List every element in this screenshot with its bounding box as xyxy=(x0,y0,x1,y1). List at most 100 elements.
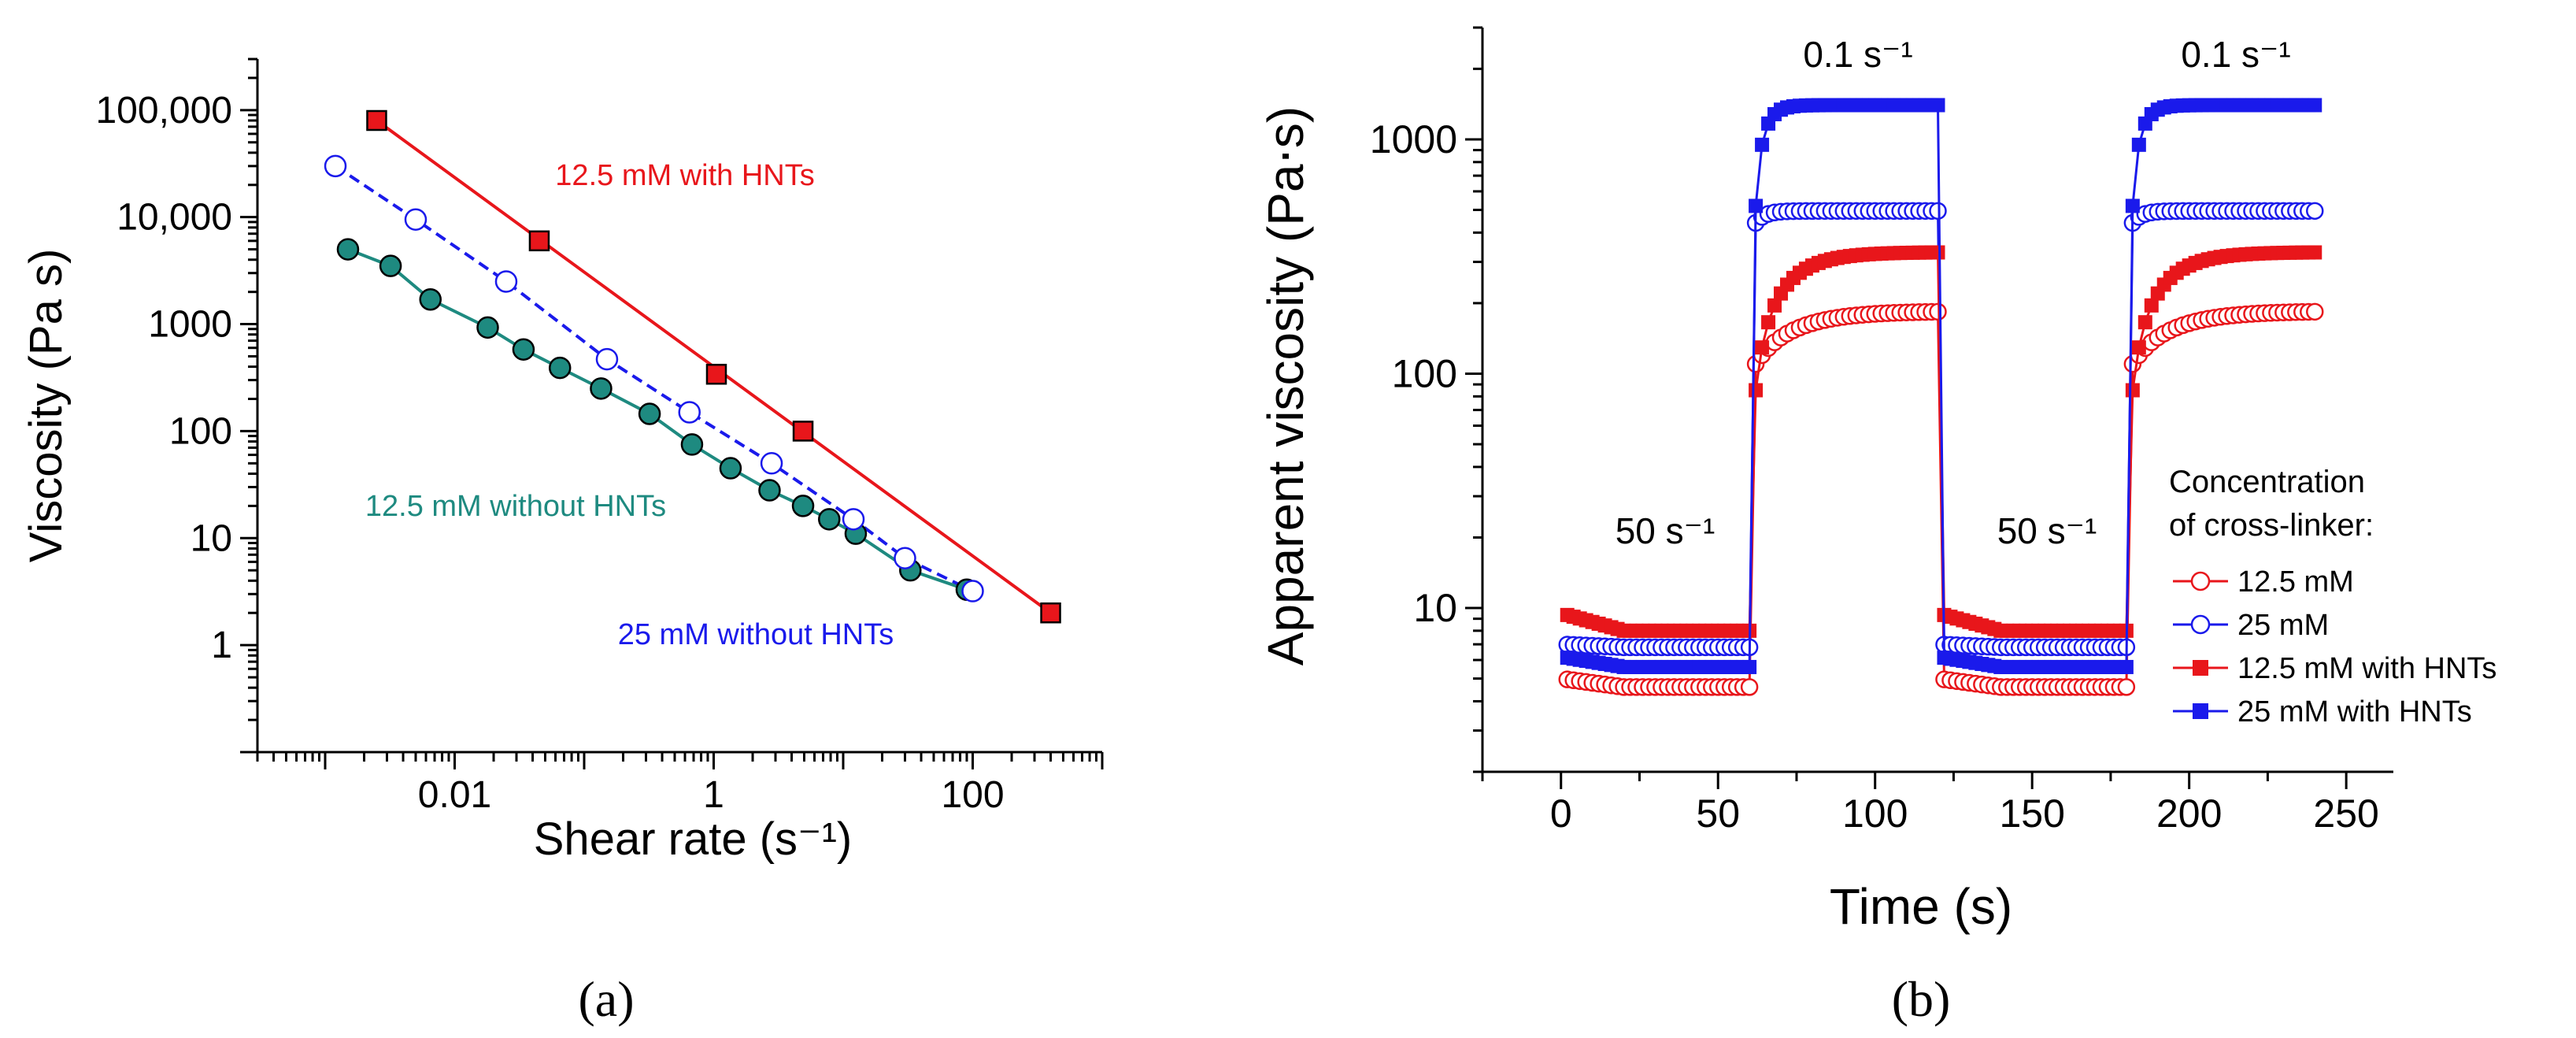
point-12-5mm-with-hnts xyxy=(792,421,814,442)
point-12-5mm-without-hnts xyxy=(336,238,360,261)
panel-a: 0.01 1 100 1 10 100 1000 10,000 100,000 Shear ra… xyxy=(20,57,1104,1027)
x-tick-label: 50 xyxy=(1696,791,1740,836)
point-25mm-without-hnts xyxy=(961,580,984,602)
caption-b: (b) xyxy=(1892,971,1951,1027)
panel-a-ticks: 0.01 1 100 1 10 100 1000 10,000 100,000 xyxy=(95,57,1104,816)
legend-label: 12.5 mM xyxy=(2237,565,2354,599)
step-label-4: 0.1 s⁻¹ xyxy=(2181,34,2290,75)
legend-label: 25 mM xyxy=(2237,609,2329,642)
point-25mm-without-hnts xyxy=(324,154,347,178)
x-tick-label: 150 xyxy=(1999,791,2064,836)
legend-title-line-2: of cross-linker: xyxy=(2169,508,2374,543)
fit-line-25mm-without-hnts xyxy=(334,165,974,593)
x-tick-label: 0.01 xyxy=(418,774,491,816)
panel-b: 0 50 100 150 200 250 10 100 1000 Time (s) Appare… xyxy=(1257,26,2496,1027)
y-tick-label: 10,000 xyxy=(117,197,232,239)
point-25-mm-with-hnts xyxy=(2308,98,2322,113)
point-12-5mm-with-hnts xyxy=(1040,602,1061,624)
point-25-mm-with-hnts xyxy=(1742,659,1757,674)
point-25-mm-with-hnts xyxy=(2119,659,2134,674)
caption-a: (a) xyxy=(578,971,634,1027)
point-12-5-mm-with-hnts xyxy=(1749,383,1764,398)
point-12-5mm-without-hnts xyxy=(512,338,535,361)
point-12-5-mm-with-hnts xyxy=(1761,315,1776,330)
point-12-5-mm-with-hnts xyxy=(1930,245,1945,260)
legend-label: 12.5 mM with HNTs xyxy=(2237,652,2496,685)
x-tick-label: 250 xyxy=(2313,791,2378,836)
point-12-5-mm-with-hnts xyxy=(2144,298,2159,313)
x-tick-label: 1 xyxy=(703,774,724,816)
legend-marker xyxy=(2193,660,2208,676)
legend-marker xyxy=(2190,614,2211,635)
point-25-mm-with-hnts xyxy=(1930,98,1945,113)
point-12-5-mm xyxy=(2306,302,2324,321)
y-tick-label: 100 xyxy=(169,410,232,452)
x-tick-label: 0 xyxy=(1550,791,1572,836)
point-25-mm-with-hnts xyxy=(1749,198,1764,213)
panel-b-axes xyxy=(1481,28,2393,773)
annotation-12-5mm-with-hnts: 12.5 mM with HNTs xyxy=(555,159,814,192)
point-25mm-without-hnts xyxy=(842,508,865,531)
panel-b-y-axis-label: Apparent viscosity (Pa⋅s) xyxy=(1257,106,1314,665)
annotation-12-5mm-without-hnts: 12.5 mM without HNTs xyxy=(365,490,666,523)
panel-b-data-points xyxy=(1558,98,2324,696)
point-12-5-mm-with-hnts xyxy=(2137,315,2152,330)
point-12-5-mm-with-hnts xyxy=(2125,383,2140,398)
legend-marker xyxy=(2190,571,2211,591)
point-12-5mm-without-hnts xyxy=(680,433,704,456)
panel-b-ticks: 0 50 100 150 200 250 10 100 1000 xyxy=(1370,26,2379,836)
x-tick-label: 100 xyxy=(941,774,1004,816)
point-12-5-mm-with-hnts xyxy=(2131,340,2146,355)
point-12-5mm-without-hnts xyxy=(590,377,613,400)
point-25mm-without-hnts xyxy=(760,452,783,475)
point-12-5mm-without-hnts xyxy=(548,356,572,380)
x-tick-label: 100 xyxy=(1842,791,1908,836)
point-25-mm xyxy=(2306,202,2324,221)
y-tick-label: 1000 xyxy=(1370,117,1457,161)
point-25mm-without-hnts xyxy=(894,547,916,569)
point-12-5mm-without-hnts xyxy=(791,495,815,517)
panel-a-fit-lines xyxy=(334,119,1052,614)
legend-label: 25 mM with HNTs xyxy=(2237,695,2472,728)
y-tick-label: 100,000 xyxy=(95,90,232,132)
legend-title-line-1: Concentration xyxy=(2169,465,2365,499)
point-12-5-mm-with-hnts xyxy=(2308,245,2322,260)
panel-b-legend: Concentration of cross-linker: 12.5 mM 25… xyxy=(2169,465,2496,728)
point-25mm-without-hnts xyxy=(404,208,427,231)
fit-line-12-5mm-without-hnts xyxy=(347,247,968,591)
point-25-mm-with-hnts xyxy=(2125,198,2140,213)
point-12-5-mm-with-hnts xyxy=(1755,340,1770,355)
point-25-mm-with-hnts xyxy=(2131,137,2146,152)
point-12-5mm-without-hnts xyxy=(379,254,402,277)
panel-a-axes xyxy=(256,59,1102,754)
point-25mm-without-hnts xyxy=(678,401,701,424)
annotation-25mm-without-hnts: 25 mM without HNTs xyxy=(618,618,894,651)
step-label-3: 50 s⁻¹ xyxy=(1997,510,2097,551)
point-12-5-mm xyxy=(2117,678,2136,696)
point-12-5mm-without-hnts xyxy=(719,457,742,480)
x-tick-label: 200 xyxy=(2156,791,2222,836)
legend-marker xyxy=(2193,703,2208,719)
panel-a-y-axis-label: Viscosity (Pa s) xyxy=(20,249,72,563)
point-12-5mm-without-hnts xyxy=(476,316,499,339)
point-25mm-without-hnts xyxy=(595,347,619,371)
point-12-5mm-without-hnts xyxy=(758,479,781,502)
point-12-5mm-without-hnts xyxy=(419,287,442,311)
point-12-5mm-without-hnts xyxy=(638,402,661,425)
point-25mm-without-hnts xyxy=(494,270,518,293)
panel-a-x-axis-label: Shear rate (s⁻¹) xyxy=(534,814,853,865)
point-12-5mm-with-hnts xyxy=(528,230,550,252)
point-12-5-mm-with-hnts xyxy=(1767,298,1782,313)
point-12-5mm-with-hnts xyxy=(705,363,727,385)
point-12-5mm-with-hnts xyxy=(366,109,387,132)
point-12-5mm-without-hnts xyxy=(818,508,841,531)
panel-b-x-axis-label: Time (s) xyxy=(1830,878,2012,935)
step-label-2: 0.1 s⁻¹ xyxy=(1803,34,1912,75)
y-tick-label: 1 xyxy=(211,625,232,666)
panel-a-data-points xyxy=(324,109,1061,624)
y-tick-label: 100 xyxy=(1392,351,1457,395)
y-tick-label: 10 xyxy=(191,517,232,559)
y-tick-label: 1000 xyxy=(148,304,232,346)
point-12-5-mm xyxy=(1740,678,1759,696)
